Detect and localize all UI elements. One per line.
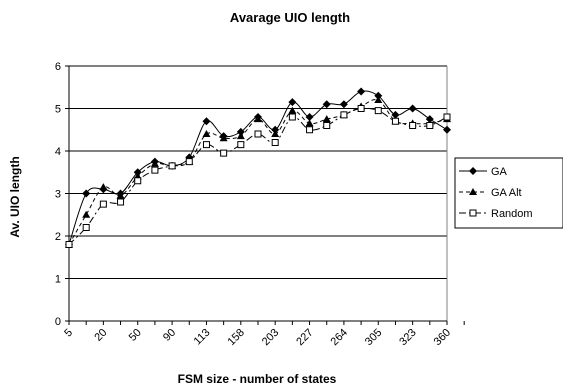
y-tick-label: 6 bbox=[55, 61, 61, 73]
x-tick-label: 360 bbox=[432, 327, 453, 348]
data-point bbox=[134, 177, 142, 185]
data-point bbox=[185, 158, 193, 166]
data-point bbox=[322, 115, 331, 123]
plot-area bbox=[65, 87, 451, 249]
x-tick-label: 90 bbox=[161, 327, 178, 344]
data-point bbox=[99, 183, 108, 191]
data-point bbox=[271, 125, 280, 134]
x-tick-label: 50 bbox=[127, 327, 144, 344]
data-point bbox=[202, 141, 210, 149]
data-point bbox=[426, 122, 434, 129]
data-point bbox=[340, 111, 348, 119]
data-point bbox=[391, 110, 400, 119]
data-point bbox=[339, 100, 348, 109]
data-point bbox=[322, 100, 331, 109]
data-point bbox=[82, 210, 91, 218]
x-tick-label: 227 bbox=[294, 327, 315, 348]
series-line bbox=[68, 107, 448, 245]
data-point bbox=[236, 127, 245, 136]
y-tick-label: 5 bbox=[55, 104, 61, 116]
data-point bbox=[254, 130, 262, 138]
gridlines bbox=[68, 65, 448, 322]
legend-label: GA Alt bbox=[491, 187, 522, 199]
data-point bbox=[219, 134, 228, 142]
data-point bbox=[425, 115, 434, 124]
x-tick-label: 323 bbox=[397, 327, 418, 348]
legend: GA GA Alt Random bbox=[454, 157, 563, 229]
data-point bbox=[288, 113, 296, 121]
y-axis-ticks: 0 1 2 3 4 5 6 bbox=[55, 61, 69, 328]
data-point bbox=[133, 168, 142, 177]
data-point bbox=[82, 224, 90, 231]
data-point bbox=[374, 107, 382, 115]
data-point bbox=[82, 189, 91, 198]
data-point bbox=[254, 115, 262, 123]
data-point bbox=[408, 104, 417, 113]
data-point bbox=[151, 166, 159, 174]
data-point bbox=[288, 98, 297, 107]
data-point bbox=[65, 241, 73, 248]
data-point bbox=[443, 125, 451, 134]
x-tick-label: 5 bbox=[62, 327, 75, 340]
y-tick-label: 4 bbox=[55, 146, 61, 158]
data-point bbox=[117, 198, 125, 206]
data-point bbox=[374, 96, 383, 103]
data-point bbox=[443, 113, 451, 121]
data-point bbox=[305, 113, 314, 121]
data-point bbox=[374, 91, 383, 100]
x-axis-ticks: 5 20 50 90 113 158 203 227 264 305 323 360 bbox=[62, 321, 465, 348]
data-point bbox=[168, 162, 176, 170]
data-point bbox=[99, 200, 107, 208]
legend-marker bbox=[469, 167, 477, 175]
data-point bbox=[357, 105, 365, 112]
y-tick-label: 2 bbox=[55, 231, 61, 243]
legend-label: GA bbox=[491, 166, 508, 178]
series-line bbox=[68, 98, 448, 245]
data-point bbox=[288, 106, 297, 114]
data-point bbox=[236, 132, 245, 140]
data-point bbox=[150, 159, 159, 167]
x-axis-title: FSM size - number of states bbox=[178, 372, 337, 386]
legend-marker bbox=[469, 209, 477, 217]
x-tick-label: 113 bbox=[192, 327, 213, 348]
y-axis-title: Av. UIO length bbox=[8, 156, 22, 237]
y-tick-label: 1 bbox=[55, 274, 61, 286]
data-point bbox=[202, 130, 211, 137]
data-point bbox=[409, 122, 417, 129]
y-tick-label: 3 bbox=[55, 189, 61, 201]
data-point bbox=[116, 191, 125, 199]
legend-marker bbox=[469, 188, 477, 195]
data-point bbox=[237, 141, 245, 149]
x-tick-label: 305 bbox=[363, 327, 384, 348]
data-point bbox=[202, 117, 211, 126]
legend-label: Random bbox=[491, 208, 533, 220]
data-point bbox=[391, 117, 399, 125]
x-tick-label: 20 bbox=[92, 327, 109, 344]
y-tick-label: 0 bbox=[55, 316, 61, 328]
x-tick-label: 203 bbox=[260, 327, 281, 348]
x-tick-label: 264 bbox=[329, 327, 350, 348]
data-point bbox=[305, 119, 314, 127]
data-point bbox=[220, 149, 228, 157]
data-point bbox=[323, 122, 331, 129]
x-tick-label: 158 bbox=[225, 327, 246, 348]
data-point bbox=[357, 87, 366, 96]
data-point bbox=[306, 126, 314, 134]
data-point bbox=[271, 139, 279, 146]
series-random bbox=[65, 105, 451, 248]
data-point bbox=[271, 130, 280, 137]
chart-title: Avarage UIO length bbox=[230, 10, 350, 25]
